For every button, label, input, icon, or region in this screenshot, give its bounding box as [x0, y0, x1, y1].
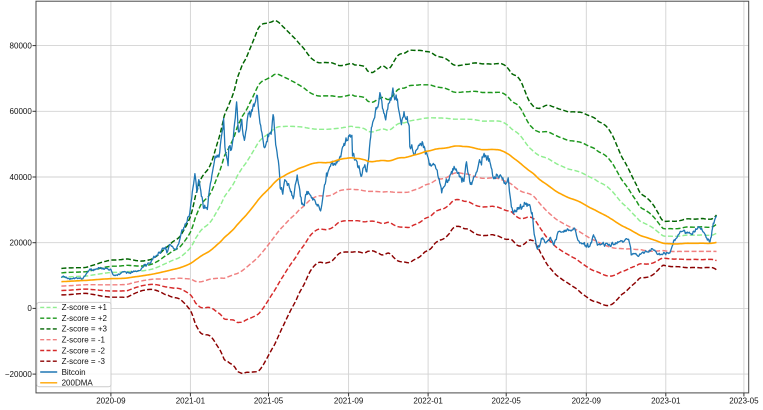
- svg-text:−20000: −20000: [5, 370, 32, 379]
- svg-text:200DMA: 200DMA: [62, 379, 94, 388]
- svg-text:2020-09: 2020-09: [96, 396, 126, 405]
- svg-text:2022-05: 2022-05: [492, 396, 522, 405]
- svg-text:40000: 40000: [10, 173, 33, 182]
- svg-text:Z-score = +2: Z-score = +2: [62, 314, 108, 323]
- svg-text:Z-score = -3: Z-score = -3: [62, 357, 106, 366]
- svg-text:20000: 20000: [10, 239, 33, 248]
- svg-text:Z-score = +3: Z-score = +3: [62, 325, 108, 334]
- svg-text:Z-score = -2: Z-score = -2: [62, 346, 106, 355]
- svg-text:Z-score = +1: Z-score = +1: [62, 303, 108, 312]
- svg-text:2023-05: 2023-05: [729, 396, 759, 405]
- svg-text:2023-01: 2023-01: [651, 396, 681, 405]
- svg-text:2021-01: 2021-01: [176, 396, 206, 405]
- svg-text:0: 0: [27, 304, 32, 313]
- svg-text:80000: 80000: [10, 41, 33, 50]
- svg-text:60000: 60000: [10, 107, 33, 116]
- svg-text:Bitcoin: Bitcoin: [62, 368, 86, 377]
- svg-text:2021-05: 2021-05: [254, 396, 284, 405]
- svg-text:2022-01: 2022-01: [413, 396, 443, 405]
- svg-text:2022-09: 2022-09: [572, 396, 602, 405]
- svg-text:2021-09: 2021-09: [334, 396, 364, 405]
- svg-text:Z-score = -1: Z-score = -1: [62, 336, 106, 345]
